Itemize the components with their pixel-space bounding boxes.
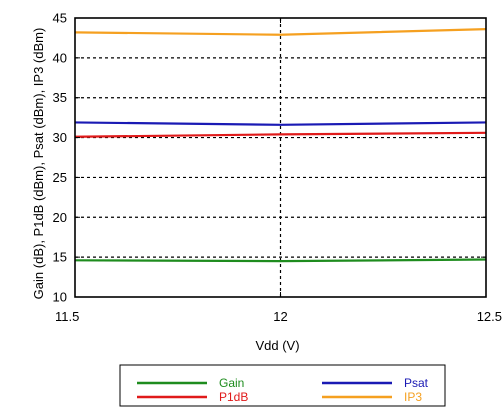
series-line-p1db: [74, 131, 487, 138]
y-tick-label: 45: [53, 11, 67, 26]
y-axis-title: Gain (dB), P1dB (dBm), Psat (dBm), IP3 (…: [31, 28, 46, 300]
legend-label-ip3: IP3: [404, 390, 422, 404]
legend-box: [119, 364, 446, 407]
x-axis-title: Vdd (V): [255, 338, 299, 353]
series-line-psat: [74, 121, 487, 126]
ticks: 10 15 20 25 30 35 40 45 11.5 12 12.5: [53, 11, 502, 325]
x-tick-label: 12.5: [477, 309, 502, 324]
y-tick-label: 10: [53, 290, 67, 305]
series-line-gain: [74, 258, 487, 263]
y-tick-label: 40: [53, 50, 67, 65]
y-tick-label: 20: [53, 210, 67, 225]
y-tick-label: 15: [53, 250, 67, 265]
x-tick-label: 11.5: [55, 309, 79, 324]
y-tick-label: 30: [53, 130, 67, 145]
x-tick-label: 12: [273, 309, 287, 324]
y-tick-label: 25: [53, 170, 67, 185]
series-line-ip3: [74, 28, 487, 36]
grid: [75, 18, 486, 297]
legend-label-psat: Psat: [404, 376, 429, 390]
series-lines: [74, 28, 487, 263]
y-tick-label: 35: [53, 90, 67, 105]
legend-label-p1db: P1dB: [219, 390, 248, 404]
legend-label-gain: Gain: [219, 376, 244, 390]
